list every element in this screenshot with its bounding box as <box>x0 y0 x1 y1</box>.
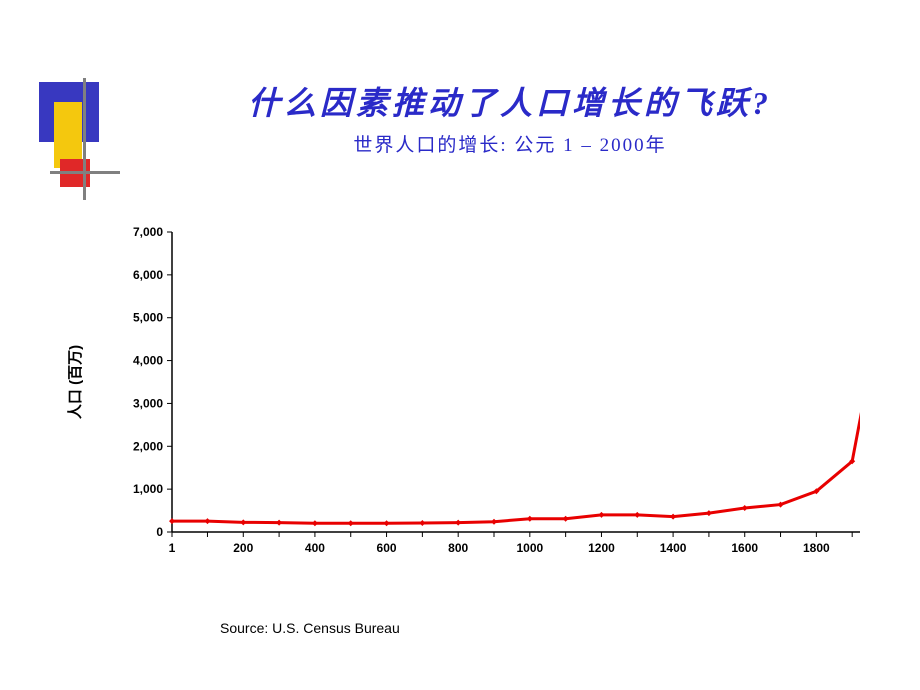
svg-text:1200: 1200 <box>588 541 615 555</box>
svg-text:1800: 1800 <box>803 541 830 555</box>
population-chart: 01,0002,0003,0004,0005,0006,0007,0001200… <box>60 222 860 577</box>
svg-text:200: 200 <box>233 541 253 555</box>
svg-text:1600: 1600 <box>731 541 758 555</box>
chart-svg: 01,0002,0003,0004,0005,0006,0007,0001200… <box>60 222 860 577</box>
source-citation: Source: U.S. Census Bureau <box>220 620 400 636</box>
svg-text:1,000: 1,000 <box>133 482 163 496</box>
svg-text:400: 400 <box>305 541 325 555</box>
svg-text:3,000: 3,000 <box>133 396 163 410</box>
svg-text:5,000: 5,000 <box>133 311 163 325</box>
title-block: 什么因素推动了人口增长的飞跃? 世界人口的增长: 公元 1 – 2000年 <box>130 78 890 157</box>
svg-text:6,000: 6,000 <box>133 268 163 282</box>
svg-text:2,000: 2,000 <box>133 439 163 453</box>
svg-text:1400: 1400 <box>660 541 687 555</box>
svg-text:0: 0 <box>156 525 163 539</box>
page-title: 什么因素推动了人口增长的飞跃? <box>130 78 890 124</box>
svg-text:1: 1 <box>169 541 176 555</box>
svg-text:7,000: 7,000 <box>133 225 163 239</box>
page-subtitle: 世界人口的增长: 公元 1 – 2000年 <box>130 130 890 157</box>
deco-vline <box>83 78 86 200</box>
svg-text:人口 (百万): 人口 (百万) <box>67 345 84 419</box>
svg-text:4,000: 4,000 <box>133 354 163 368</box>
svg-text:800: 800 <box>448 541 468 555</box>
svg-text:1000: 1000 <box>516 541 543 555</box>
svg-text:600: 600 <box>377 541 397 555</box>
